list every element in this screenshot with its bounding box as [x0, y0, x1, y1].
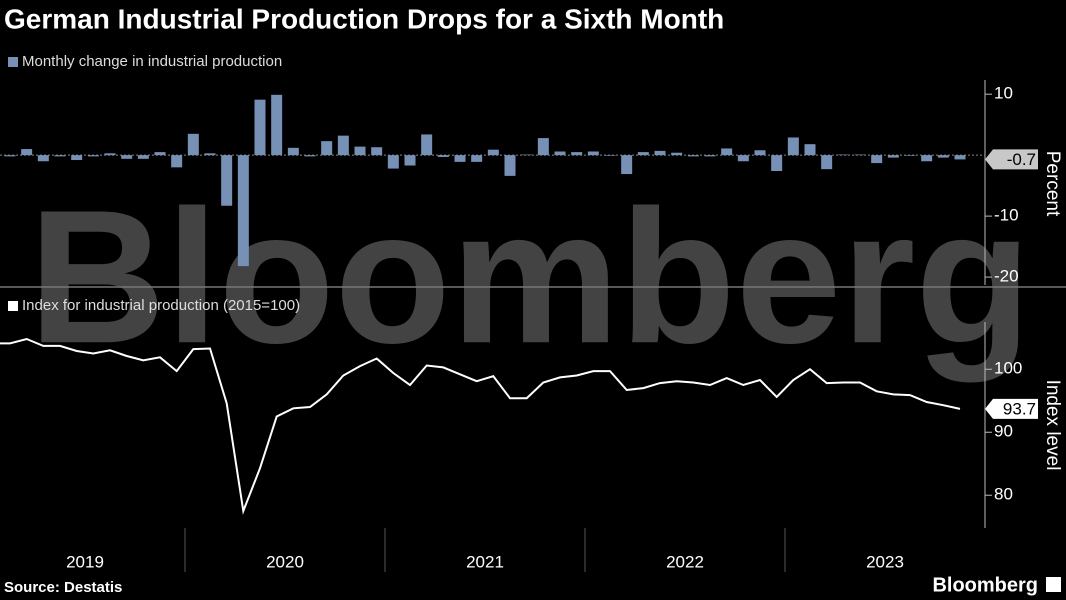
logo-icon: [1046, 577, 1061, 592]
bar: [404, 155, 416, 166]
bar: [521, 154, 533, 156]
bar: [104, 153, 116, 156]
bar: [37, 155, 49, 162]
bar: [721, 148, 733, 156]
bar: [171, 155, 183, 168]
bar: [854, 154, 866, 156]
legend-swatch: [8, 57, 18, 67]
legend-swatch: [8, 301, 18, 311]
value-tag: [985, 398, 1038, 419]
bar: [837, 154, 849, 156]
x-tick-label: 2019: [66, 552, 104, 571]
chart-title: German Industrial Production Drops for a…: [4, 3, 724, 34]
bar: [387, 155, 399, 169]
source: Source: Destatis: [4, 579, 122, 596]
bar: [87, 155, 99, 157]
bar: [21, 149, 33, 156]
bar: [654, 150, 666, 156]
bar: [237, 155, 249, 267]
bar: [337, 135, 349, 156]
bar: [704, 155, 716, 157]
bar: [754, 150, 766, 156]
bar: [437, 155, 449, 157]
bar: [871, 155, 883, 164]
bar: [271, 94, 283, 156]
bar: [304, 155, 316, 157]
bar: [221, 155, 233, 206]
bar: [487, 149, 499, 156]
line: [0, 337, 961, 515]
bar: [454, 155, 466, 162]
bar: [421, 134, 433, 156]
x-tick-label: 2020: [266, 552, 304, 571]
bar: [887, 155, 899, 158]
y-tick-label: 80: [994, 485, 1013, 504]
bar: [954, 155, 966, 160]
value-tag: [985, 149, 1038, 170]
bar: [137, 155, 149, 159]
value-label: -0.7: [1007, 150, 1036, 169]
bar: [804, 144, 816, 156]
bar: [504, 155, 516, 176]
logo: Bloomberg: [932, 574, 1038, 596]
bar: [787, 137, 799, 156]
y-tick-label: 10: [994, 84, 1013, 103]
y-tick-label: 90: [994, 422, 1013, 441]
bar: [937, 155, 949, 158]
bar: [154, 152, 166, 156]
bar: [737, 155, 749, 162]
bar: [371, 147, 383, 156]
bar: [187, 133, 199, 156]
bar: [604, 155, 616, 156]
bar: [821, 155, 833, 170]
bar: [637, 152, 649, 156]
bar: [771, 155, 783, 172]
bar: [121, 155, 133, 159]
bar: [4, 155, 16, 157]
bar: [321, 141, 333, 156]
bar: [54, 155, 66, 157]
watermark: Bloomberg: [29, 171, 1032, 383]
bar: [287, 147, 299, 156]
y-tick-label: -20: [994, 267, 1019, 286]
y-tick-label: -10: [994, 206, 1019, 225]
bar: [671, 152, 683, 156]
bar: [204, 153, 216, 156]
bar: [687, 155, 699, 157]
bar: [587, 151, 599, 156]
bar: [571, 152, 583, 156]
bar: [904, 155, 916, 156]
legend-label: Index for industrial production (2015=10…: [22, 297, 300, 314]
bar: [354, 146, 366, 156]
bar: [621, 155, 633, 175]
bar: [537, 138, 549, 156]
bar: [921, 155, 933, 162]
bar: [71, 155, 83, 161]
bar: [471, 155, 483, 162]
value-label: 93.7: [1003, 399, 1036, 418]
x-tick-label: 2022: [666, 552, 704, 571]
y-axis-label: Index level: [1042, 380, 1063, 471]
y-tick-label: 100: [994, 359, 1022, 378]
x-tick-label: 2021: [466, 552, 504, 571]
y-axis-label: Percent: [1042, 151, 1063, 217]
bar: [554, 151, 566, 156]
bar: [254, 99, 266, 156]
legend-label: Monthly change in industrial production: [22, 53, 282, 70]
x-tick-label: 2023: [866, 552, 904, 571]
